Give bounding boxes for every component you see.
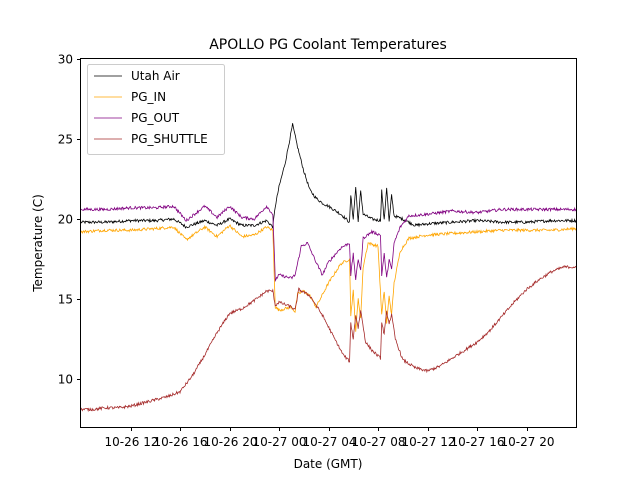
series-line-utah-air xyxy=(80,123,577,229)
y-axis-label: Temperature (C) xyxy=(31,194,45,293)
y-tick-label: 30 xyxy=(58,53,73,67)
legend-label-pg-shuttle: PG_SHUTTLE xyxy=(131,132,208,146)
series-line-pg-shuttle xyxy=(80,265,577,413)
x-axis-label: Date (GMT) xyxy=(294,457,363,471)
x-tick-label: 10-27 08 xyxy=(352,435,406,449)
legend-label-pg-in: PG_IN xyxy=(131,90,166,104)
plot-frame xyxy=(80,58,577,428)
y-tick-label: 20 xyxy=(58,213,73,227)
y-axis: 10 15 20 25 30 xyxy=(58,53,81,387)
series-line-pg-in xyxy=(80,224,577,332)
series-layer xyxy=(80,123,577,413)
series-line-pg-out xyxy=(80,204,577,283)
legend-label-pg-out: PG_OUT xyxy=(131,111,180,125)
x-tick-label: 10-27 00 xyxy=(253,435,307,449)
y-tick-label: 25 xyxy=(58,133,73,147)
x-tick-label: 10-26 12 xyxy=(105,435,159,449)
legend: Utah Air PG_IN PG_OUT PG_SHUTTLE xyxy=(87,64,225,155)
y-tick-label: 15 xyxy=(58,293,73,307)
legend-label-utah-air: Utah Air xyxy=(131,69,180,83)
x-tick-label: 10-27 04 xyxy=(303,435,357,449)
x-tick-label: 10-26 16 xyxy=(154,435,208,449)
legend-box xyxy=(87,64,225,155)
x-tick-label: 10-27 12 xyxy=(402,435,456,449)
x-tick-label: 10-26 20 xyxy=(204,435,258,449)
x-tick-label: 10-27 16 xyxy=(451,435,505,449)
x-tick-label: 10-27 20 xyxy=(501,435,555,449)
chart-title: APOLLO PG Coolant Temperatures xyxy=(209,37,447,53)
y-tick-label: 10 xyxy=(58,373,73,387)
